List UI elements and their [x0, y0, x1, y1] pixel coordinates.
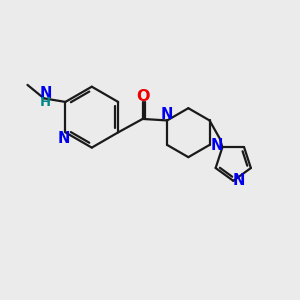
Text: H: H [40, 96, 51, 109]
Text: O: O [136, 89, 149, 104]
Text: N: N [232, 173, 245, 188]
Text: N: N [58, 131, 70, 146]
Text: N: N [39, 86, 52, 101]
Text: N: N [161, 107, 173, 122]
Text: N: N [211, 138, 223, 153]
